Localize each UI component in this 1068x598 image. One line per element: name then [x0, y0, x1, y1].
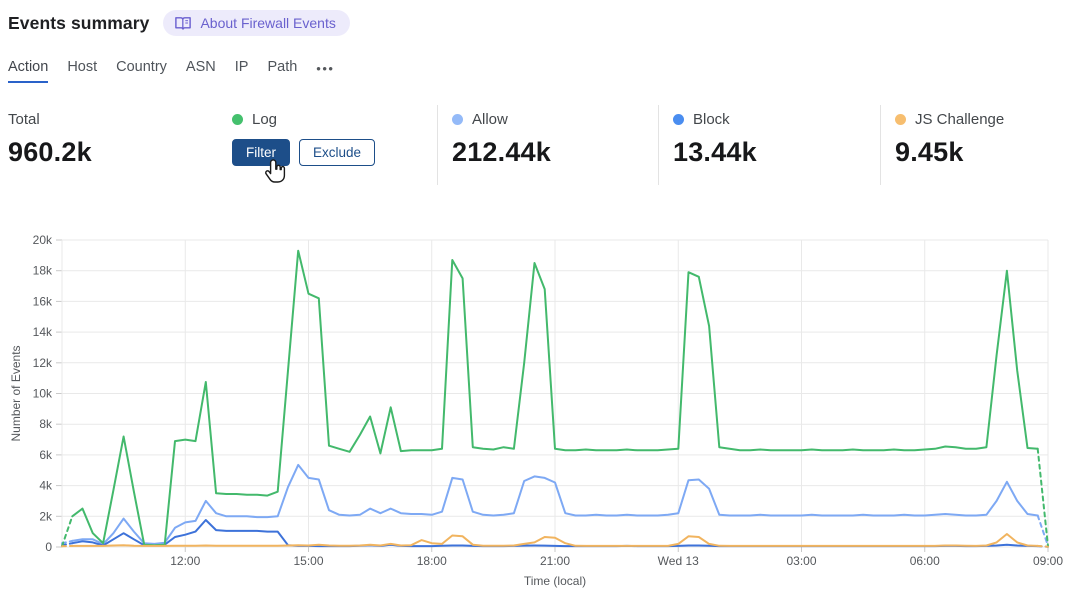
svg-text:12:00: 12:00 [170, 554, 200, 568]
svg-text:20k: 20k [33, 233, 53, 247]
stats-row: Total 960.2k Log Filter Exclude Allow 21… [0, 103, 1068, 187]
events-chart-svg: 0 2k 4k 6k 8k 10k 12k 14k 16k 18k 20k 12:00 15:00 18:… [9, 233, 1063, 588]
events-time-series-chart: 0 2k 4k 6k 8k 10k 12k 14k 16k 18k 20k 12:00 15:00 18:… [0, 228, 1068, 598]
svg-text:2k: 2k [39, 509, 53, 523]
svg-text:10k: 10k [33, 387, 53, 401]
stat-card-total: Total 960.2k [8, 103, 92, 168]
allow-value: 212.44k [452, 137, 551, 167]
tabs-more-button[interactable]: ••• [316, 61, 335, 76]
block-series-dot [673, 113, 684, 125]
divider [437, 105, 438, 185]
stat-card-js-challenge: JS Challenge 9.45k [895, 103, 1004, 168]
tab-bar: Action Host Country ASN IP Path ••• [8, 59, 334, 84]
svg-text:4k: 4k [39, 479, 53, 493]
svg-text:16k: 16k [33, 294, 53, 308]
header: Events summary About Firewall Events [8, 10, 350, 36]
stat-card-allow: Allow 212.44k [452, 103, 551, 168]
open-book-icon [174, 15, 192, 31]
svg-text:15:00: 15:00 [293, 554, 323, 568]
log-series-dot [232, 113, 243, 125]
tab-action[interactable]: Action [8, 59, 49, 83]
svg-text:14k: 14k [33, 325, 53, 339]
log-label: Log [252, 110, 278, 128]
svg-text:Wed 13: Wed 13 [658, 554, 699, 568]
filter-button[interactable]: Filter [232, 139, 290, 166]
svg-text:12k: 12k [33, 356, 53, 370]
js-challenge-series-dot [895, 113, 906, 125]
divider [658, 105, 659, 185]
divider [880, 105, 881, 185]
stat-card-log: Log Filter Exclude [232, 103, 376, 166]
block-label: Block [693, 110, 730, 128]
svg-text:0: 0 [45, 540, 52, 554]
svg-text:8k: 8k [39, 417, 53, 431]
tab-host[interactable]: Host [67, 59, 98, 75]
svg-text:18:00: 18:00 [417, 554, 447, 568]
tab-path[interactable]: Path [267, 59, 298, 75]
total-value: 960.2k [8, 137, 92, 167]
allow-label: Allow [472, 110, 508, 128]
svg-text:Number of Events: Number of Events [9, 345, 23, 441]
svg-text:09:00: 09:00 [1033, 554, 1063, 568]
page-title: Events summary [8, 12, 150, 33]
tab-asn[interactable]: ASN [185, 59, 216, 75]
svg-text:Time (local): Time (local) [524, 574, 586, 588]
about-badge-label: About Firewall Events [200, 15, 336, 31]
tab-ip[interactable]: IP [234, 59, 249, 75]
js-challenge-label: JS Challenge [915, 110, 1005, 128]
svg-text:21:00: 21:00 [540, 554, 570, 568]
allow-series-dot [452, 113, 463, 125]
tab-country[interactable]: Country [116, 59, 167, 75]
exclude-button[interactable]: Exclude [299, 139, 376, 166]
block-value: 13.44k [673, 137, 757, 167]
svg-text:06:00: 06:00 [910, 554, 940, 568]
svg-text:18k: 18k [33, 264, 53, 278]
about-firewall-events-link[interactable]: About Firewall Events [163, 10, 350, 36]
svg-text:6k: 6k [39, 448, 53, 462]
total-label: Total [8, 110, 40, 128]
svg-text:03:00: 03:00 [786, 554, 816, 568]
stat-card-block: Block 13.44k [673, 103, 757, 168]
js-challenge-value: 9.45k [895, 137, 964, 167]
